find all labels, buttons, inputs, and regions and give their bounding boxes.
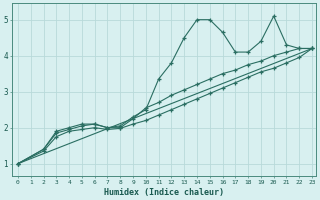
X-axis label: Humidex (Indice chaleur): Humidex (Indice chaleur): [104, 188, 224, 197]
